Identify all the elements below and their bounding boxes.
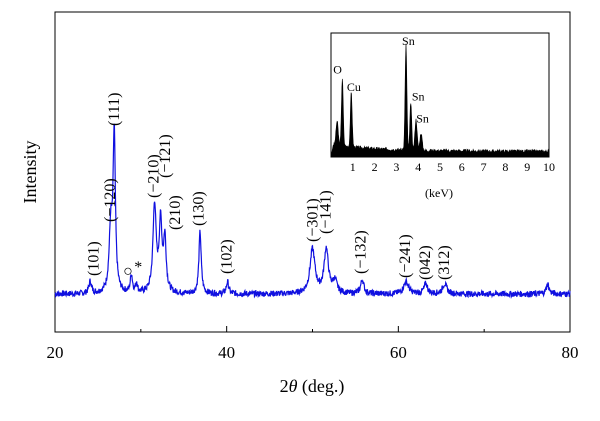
peak-label: (101): [86, 241, 103, 276]
main-plot: 20 40 60 80 (101)(−120)(111)○ *(−210)(−121)(…: [20, 11, 579, 397]
eds-element-label: Sn: [412, 90, 425, 104]
inset-x-ticks: 1 2 3 4 5 6 7 8 9 10: [350, 153, 555, 174]
inset-tick-label: 9: [524, 160, 530, 174]
inset-tick-label: 10: [543, 160, 555, 174]
inset-tick-label: 3: [393, 160, 399, 174]
peak-label: (312): [436, 245, 453, 280]
peak-label: (−121): [157, 134, 174, 178]
series-group: [54, 123, 571, 300]
eds-element-label: Cu: [347, 80, 361, 94]
inset-frame: [330, 32, 550, 158]
peak-label: (111): [106, 93, 123, 126]
inset-tick-label: 1: [350, 160, 356, 174]
x-axis-label: 2θ (deg.): [280, 376, 345, 397]
inset-tick-label: 4: [415, 160, 421, 174]
peak-label: (−241): [397, 234, 414, 278]
inset-element-labels: O Cu Sn Sn Sn: [333, 34, 429, 125]
x-tick-label: 20: [47, 343, 64, 362]
peak-label: (102): [219, 239, 236, 274]
peak-annotations: (101) (−120) (111) ○ * (−210)(−121) (210) (130)…: [86, 93, 453, 280]
y-axis-label: Intensity: [20, 141, 40, 204]
peak-label: (210): [167, 195, 184, 230]
peak-label: (−210): [146, 154, 163, 198]
eds-inset: 1 2 3 4 5 6 7 8 9 10 O Cu Sn Sn Sn (keV): [330, 32, 555, 200]
inset-x-axis-label: (keV): [425, 186, 453, 200]
eds-element-label: Sn: [402, 34, 415, 48]
peak-label: (−141): [317, 190, 334, 234]
eds-element-label: O: [333, 62, 342, 76]
eds-spectrum: [330, 43, 550, 158]
peak-label: (130): [190, 191, 207, 226]
x-axis-ticks: 20 40 60 80: [47, 326, 579, 362]
inset-tick-label: 6: [459, 160, 465, 174]
peak-label: (−132): [353, 230, 370, 274]
eds-element-label: Sn: [416, 111, 429, 125]
peak-label: (042): [417, 245, 434, 280]
inset-tick-label: 7: [481, 160, 487, 174]
peak-label: (−120): [102, 178, 119, 222]
peak-label: ○: [123, 263, 133, 280]
peak-label: (−301): [305, 198, 322, 242]
inset-spectrum: [330, 43, 550, 158]
inset-tick-label: 8: [502, 160, 508, 174]
inset-tick-label: 2: [372, 160, 378, 174]
x-tick-label: 60: [390, 343, 407, 362]
peak-label: *: [134, 259, 142, 276]
x-tick-label: 80: [562, 343, 579, 362]
xrd-series-line: [54, 123, 571, 300]
x-tick-label: 40: [218, 343, 235, 362]
inset-tick-label: 5: [437, 160, 443, 174]
